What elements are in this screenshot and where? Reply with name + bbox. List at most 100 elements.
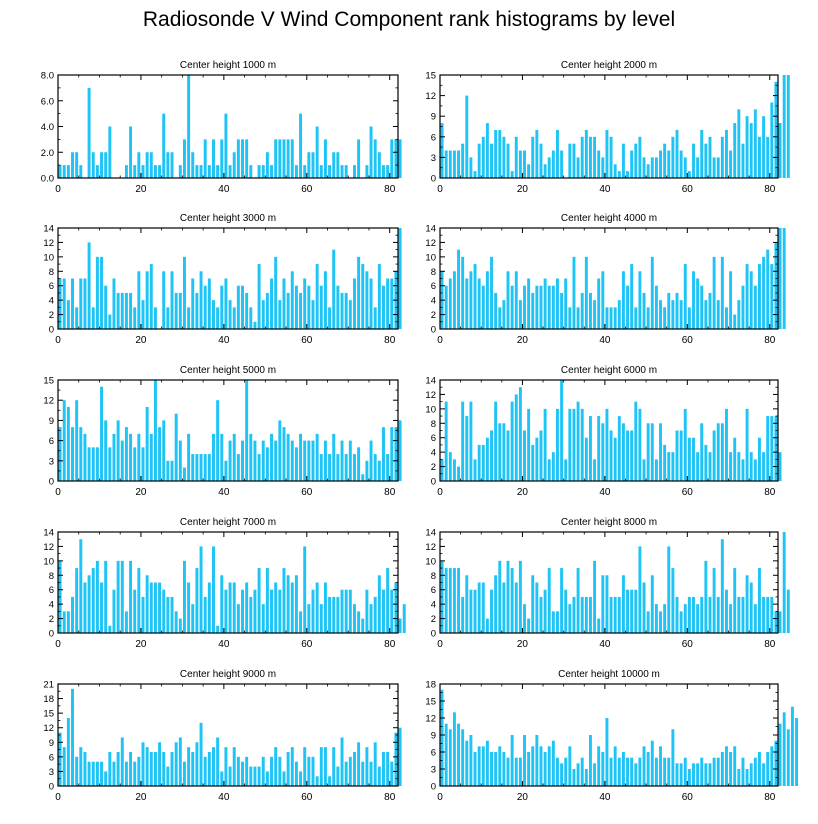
histogram-bar xyxy=(638,136,642,178)
x-tick-label: 80 xyxy=(384,792,396,803)
histogram-bar xyxy=(457,568,461,633)
histogram-bar xyxy=(377,575,381,633)
histogram-bar xyxy=(270,589,274,633)
histogram-bar xyxy=(290,440,294,481)
histogram-bar xyxy=(638,408,642,481)
histogram-bar xyxy=(212,433,215,481)
y-tick-label: 4 xyxy=(431,600,436,611)
histogram-bar xyxy=(286,433,290,481)
histogram-bar xyxy=(597,416,601,481)
histogram-bar xyxy=(79,427,83,481)
x-tick-label: 0 xyxy=(437,487,443,498)
histogram-bar xyxy=(66,406,70,481)
histogram-bar xyxy=(108,314,112,329)
histogram-bar xyxy=(62,400,66,481)
histogram-bar xyxy=(377,264,381,329)
histogram-bar xyxy=(704,763,708,786)
histogram-bar xyxy=(560,292,564,329)
histogram-bar xyxy=(71,596,74,633)
histogram-bar xyxy=(778,228,782,329)
histogram-bar xyxy=(704,444,708,481)
histogram-bar xyxy=(311,152,315,178)
x-tick-label: 40 xyxy=(218,639,230,650)
histogram-bar xyxy=(523,150,526,178)
y-tick-label: 2 xyxy=(49,614,54,625)
histogram-bar xyxy=(382,285,385,329)
histogram-bar xyxy=(675,763,679,786)
histogram-bar xyxy=(112,589,116,633)
histogram-bar xyxy=(704,143,708,178)
histogram-bar xyxy=(340,440,344,481)
histogram-bar xyxy=(786,75,790,178)
histogram-bar xyxy=(58,165,62,179)
histogram-bar xyxy=(294,761,298,786)
histogram-bar xyxy=(650,575,654,633)
histogram-bar xyxy=(178,440,182,481)
histogram-bar xyxy=(386,454,390,481)
y-tick-label: 14 xyxy=(43,224,54,235)
histogram-bar xyxy=(448,278,452,329)
histogram-bar xyxy=(733,123,737,178)
histogram-bar xyxy=(535,129,539,178)
histogram-bar xyxy=(398,618,402,633)
histogram-bar xyxy=(133,165,137,179)
histogram-bar xyxy=(790,706,794,786)
histogram-bar xyxy=(712,256,716,329)
histogram-bar xyxy=(182,467,186,481)
histogram-bar xyxy=(745,264,749,329)
histogram-bar xyxy=(729,271,733,329)
y-tick-label: 0 xyxy=(49,325,54,336)
histogram-bar xyxy=(753,109,757,178)
histogram-bar xyxy=(642,582,646,633)
y-tick-label: 0 xyxy=(431,782,436,793)
x-tick-label: 0 xyxy=(437,335,443,346)
histogram-bar xyxy=(299,292,303,329)
histogram-bar xyxy=(236,604,240,633)
histogram-bar xyxy=(663,757,667,786)
y-tick-label: 0 xyxy=(431,629,436,640)
histogram-bar xyxy=(253,440,257,481)
histogram-bar xyxy=(257,766,261,786)
histogram-bar xyxy=(315,126,319,178)
histogram-bar xyxy=(626,430,630,481)
y-tick-label: 10 xyxy=(425,556,436,567)
histogram-bar xyxy=(178,165,182,179)
histogram-bar xyxy=(112,433,116,481)
histogram-bar xyxy=(120,292,124,329)
histogram-bar xyxy=(228,300,232,329)
histogram-bar xyxy=(514,394,518,481)
histogram-bar xyxy=(485,271,489,329)
x-tick-label: 0 xyxy=(437,792,443,803)
x-tick-label: 80 xyxy=(384,184,396,195)
y-tick-label: 6 xyxy=(49,585,54,596)
histogram-bar xyxy=(518,150,522,178)
histogram-bar xyxy=(605,307,609,329)
histogram-bar xyxy=(83,433,87,481)
histogram-bar xyxy=(465,575,469,633)
histogram-bar xyxy=(199,546,203,633)
panel-4: Center height 4000 m 0 20 40 60 80 0 2 4 6 8 10 12 14 xyxy=(425,213,786,346)
histogram-bar xyxy=(621,423,625,481)
y-tick-label: 0 xyxy=(49,477,54,488)
histogram-bar xyxy=(377,766,381,786)
histogram-bar xyxy=(365,165,369,179)
histogram-bar xyxy=(352,604,356,633)
histogram-bar xyxy=(762,763,766,786)
histogram-bar xyxy=(307,152,311,178)
histogram-bar xyxy=(282,139,286,179)
y-tick-label: 9 xyxy=(49,738,54,749)
histogram-bar xyxy=(481,582,485,633)
histogram-bar xyxy=(319,747,323,786)
histogram-bar xyxy=(170,271,174,329)
histogram-bar xyxy=(704,300,708,329)
histogram-bar xyxy=(265,447,269,481)
histogram-bar xyxy=(187,582,191,633)
histogram-bar xyxy=(621,271,625,329)
histogram-bar xyxy=(506,430,510,481)
histogram-bar xyxy=(195,292,199,329)
histogram-bar xyxy=(576,307,580,329)
histogram-bar xyxy=(282,278,286,329)
panel-3: Center height 3000 m 0 20 40 60 80 0 2 4 6 8 10 12 14 xyxy=(43,213,402,346)
histogram-bar xyxy=(315,776,319,786)
histogram-bar xyxy=(100,761,104,786)
